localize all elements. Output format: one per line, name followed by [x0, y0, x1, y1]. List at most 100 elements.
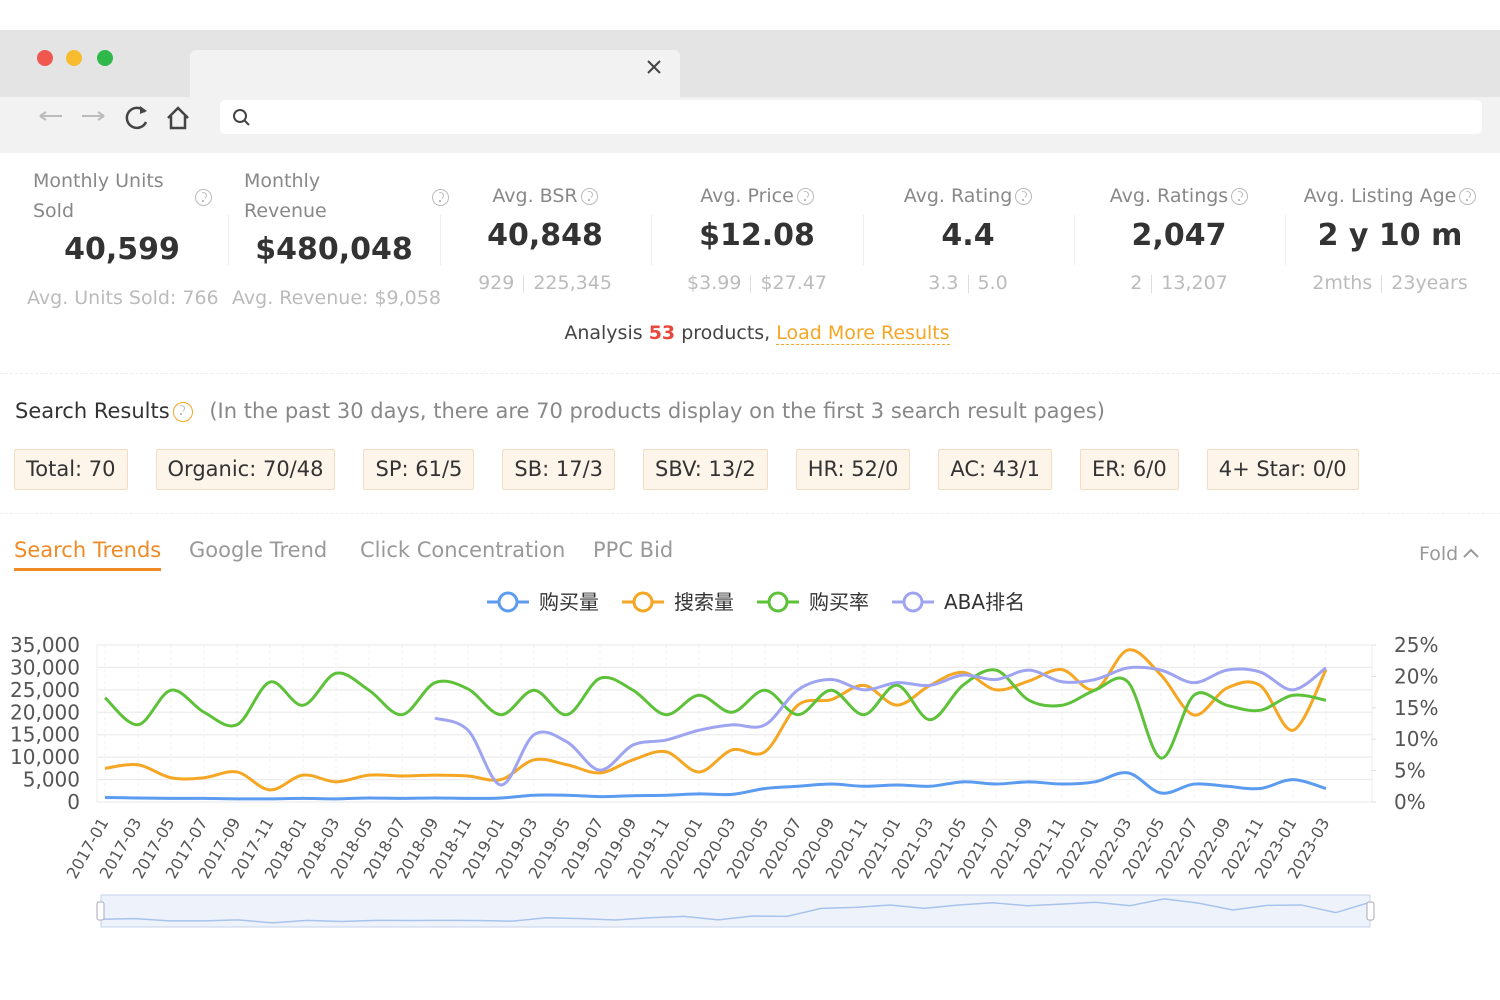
- help-icon[interactable]: [1459, 188, 1477, 205]
- tab[interactable]: Search Trends: [14, 538, 162, 571]
- load-more[interactable]: Load More Results: [776, 322, 950, 345]
- range-min: 2mths: [1312, 272, 1373, 294]
- filter-tag[interactable]: ER: 6/0: [1079, 449, 1179, 490]
- section-note: (In the past 30 days, there are 70 produ…: [209, 399, 1105, 423]
- y2-tick-label: 5%: [1394, 759, 1426, 783]
- series-line: [104, 771, 1327, 801]
- stat-label-text: Avg. Ratings: [1109, 185, 1229, 207]
- y-tick-label: 35,000: [10, 633, 80, 657]
- filter-tag[interactable]: 4+ Star: 0/0: [1206, 449, 1359, 490]
- filter-tag[interactable]: AC: 43/1: [938, 449, 1052, 490]
- legend-item: 搜索量: [622, 590, 734, 614]
- search-icon-handle: [243, 119, 250, 126]
- stat-range: $3.99 $27.47: [647, 272, 867, 294]
- stat-label-text: Avg. BSR: [492, 185, 578, 207]
- y-tick-label: 5,000: [23, 768, 80, 792]
- stat-label-text: Avg. Rating: [903, 185, 1013, 207]
- filter-tag[interactable]: SB: 17/3: [502, 449, 616, 490]
- stat-label: Avg. Rating: [858, 181, 1078, 211]
- reload[interactable]: [125, 106, 148, 130]
- legend-marker: [497, 591, 519, 613]
- tab[interactable]: Google Trend: [189, 538, 328, 562]
- y-tick-label: 10,000: [10, 745, 80, 769]
- help-icon[interactable]: [432, 189, 450, 206]
- range-max: 5.0: [977, 272, 1008, 294]
- chart: 2017-012017-032017-052017-072017-092017-…: [10, 590, 1438, 928]
- stat-note: Avg. Units Sold: 766: [27, 287, 219, 309]
- help-icon[interactable]: [195, 189, 212, 206]
- forward[interactable]: [82, 111, 105, 121]
- help-icon[interactable]: [172, 402, 193, 422]
- stat-range: 2 13,207: [1069, 272, 1289, 294]
- separator: [0, 513, 1500, 514]
- search-results-header: Search Results (In the past 30 days, the…: [15, 399, 1105, 423]
- max-dot[interactable]: [97, 50, 113, 66]
- y-tick-label: 20,000: [10, 700, 80, 724]
- filter-tag[interactable]: SP: 61/5: [363, 449, 475, 490]
- min-dot[interactable]: [66, 50, 82, 66]
- stat-label: Avg. Price: [647, 181, 867, 211]
- stat-value: $12.08: [699, 218, 815, 253]
- stat-value: 4.4: [941, 218, 995, 253]
- browser-icons: [0, 50, 1500, 153]
- range-max: 23years: [1391, 272, 1468, 294]
- help-icon[interactable]: [580, 188, 598, 205]
- stat-range: 929 225,345: [435, 272, 655, 294]
- help-icon[interactable]: [796, 188, 814, 205]
- y-tick-label: 0: [67, 790, 80, 814]
- series-line: [434, 665, 1327, 787]
- stat-label-text: Avg. Listing Age: [1303, 185, 1457, 207]
- home[interactable]: [167, 106, 189, 130]
- legend-marker: [632, 591, 654, 613]
- y-tick-label: 25,000: [10, 678, 80, 702]
- legend-item: 购买量: [487, 590, 599, 614]
- section-title: Search Results: [15, 399, 170, 423]
- stat-value: 2 y 10 m: [1317, 218, 1463, 253]
- filter-tag[interactable]: HR: 52/0: [795, 449, 911, 490]
- y2-tick-label: 10%: [1394, 727, 1438, 751]
- tab-close[interactable]: [647, 60, 661, 74]
- help-icon[interactable]: [1015, 188, 1033, 205]
- back[interactable]: [39, 111, 62, 121]
- close-dot[interactable]: [37, 50, 53, 66]
- fold-label: Fold: [1419, 543, 1459, 565]
- range-min: 929: [478, 272, 515, 294]
- range-sep: [1151, 274, 1153, 293]
- filter-tag[interactable]: SBV: 13/2: [643, 449, 768, 490]
- range-min: 3.3: [928, 272, 959, 294]
- analysis-count: 53: [648, 322, 676, 344]
- divider: [651, 215, 652, 265]
- divider: [440, 215, 441, 265]
- y-tick-label: 30,000: [10, 655, 80, 679]
- help-icon[interactable]: [1231, 188, 1249, 205]
- zoom-handle: [96, 901, 105, 921]
- analysis-prefix: Analysis: [564, 322, 643, 344]
- stat-note: Avg. Revenue: $9,058: [232, 287, 441, 309]
- range-max: 13,207: [1161, 272, 1228, 294]
- tab[interactable]: Click Concentration: [360, 538, 566, 562]
- stat-label-text: Avg. Price: [700, 185, 794, 207]
- stat-value: $480,048: [255, 232, 413, 267]
- divider: [228, 215, 229, 265]
- legend-marker: [902, 591, 924, 613]
- legend-label: ABA排名: [944, 590, 1025, 614]
- range-sep: [967, 274, 969, 293]
- fold[interactable]: Fold: [1419, 543, 1481, 565]
- range-sep: [750, 274, 752, 293]
- legend-marker: [767, 591, 789, 613]
- stat-range: 2mths 23years: [1280, 272, 1500, 294]
- y-tick-label: 15,000: [10, 723, 80, 747]
- legend-label: 搜索量: [674, 590, 734, 614]
- address-bar[interactable]: [220, 100, 1482, 134]
- legend-item: 购买率: [757, 590, 869, 614]
- divider: [863, 215, 864, 265]
- stat-value: 2,047: [1131, 218, 1227, 253]
- search-icon: [233, 109, 247, 123]
- stat-value: 40,599: [64, 232, 180, 267]
- analysis: Analysis 53 products, Load More Results: [0, 322, 1500, 345]
- tab[interactable]: [190, 50, 680, 97]
- zoom-handle: [1366, 901, 1375, 921]
- filter-tag[interactable]: Organic: 70/48: [155, 449, 336, 490]
- filter-tag[interactable]: Total: 70: [14, 449, 128, 490]
- tab[interactable]: PPC Bid: [593, 538, 674, 562]
